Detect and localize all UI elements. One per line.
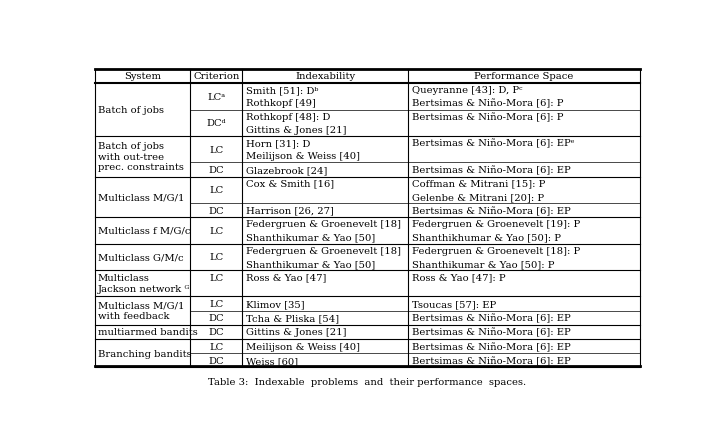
Text: Harrison [26, 27]: Harrison [26, 27] <box>245 206 333 215</box>
Text: Bertsimas & Niño-Mora [6]: EP: Bertsimas & Niño-Mora [6]: EP <box>412 356 571 365</box>
Text: Smith [51]: Dᵇ: Smith [51]: Dᵇ <box>245 86 318 95</box>
Text: Bertsimas & Niño-Mora [6]: EP: Bertsimas & Niño-Mora [6]: EP <box>412 327 571 337</box>
Text: Gelenbe & Mitrani [20]: P: Gelenbe & Mitrani [20]: P <box>412 192 543 201</box>
Text: Meilijson & Weiss [40]: Meilijson & Weiss [40] <box>245 342 359 351</box>
Text: LC: LC <box>209 273 224 282</box>
Text: Shanthikumar & Yao [50]: Shanthikumar & Yao [50] <box>245 259 375 268</box>
Text: Criterion: Criterion <box>193 72 239 81</box>
Text: Multiclass
Jackson network ᴳ: Multiclass Jackson network ᴳ <box>98 274 190 293</box>
Text: Meilijson & Weiss [40]: Meilijson & Weiss [40] <box>245 152 359 161</box>
Text: Bertsimas & Niño-Mora [6]: EP: Bertsimas & Niño-Mora [6]: EP <box>412 313 571 323</box>
Text: Ross & Yao [47]: P: Ross & Yao [47]: P <box>412 273 505 282</box>
Text: Queyranne [43]: D, Pᶜ: Queyranne [43]: D, Pᶜ <box>412 86 522 95</box>
Text: Multiclass G/M/c: Multiclass G/M/c <box>98 253 184 261</box>
Text: Shanthikumar & Yao [50]: P: Shanthikumar & Yao [50]: P <box>412 259 554 268</box>
Text: Federgruen & Groenevelt [18]: Federgruen & Groenevelt [18] <box>245 220 401 229</box>
Text: Federgruen & Groenevelt [18]: Federgruen & Groenevelt [18] <box>245 246 401 255</box>
Text: Bertsimas & Niño-Mora [6]: P: Bertsimas & Niño-Mora [6]: P <box>412 112 563 122</box>
Text: Gittins & Jones [21]: Gittins & Jones [21] <box>245 126 346 134</box>
Text: Multiclass f M/G/c: Multiclass f M/G/c <box>98 226 191 235</box>
Text: LCᵃ: LCᵃ <box>207 92 225 102</box>
Text: Batch of jobs: Batch of jobs <box>98 106 164 115</box>
Text: DCᵈ: DCᵈ <box>206 119 226 128</box>
Text: Bertsimas & Niño-Mora [6]: EP: Bertsimas & Niño-Mora [6]: EP <box>412 206 571 215</box>
Text: Rothkopf [48]: D: Rothkopf [48]: D <box>245 113 330 121</box>
Text: LC: LC <box>209 226 224 235</box>
Text: Tcha & Pliska [54]: Tcha & Pliska [54] <box>245 314 338 322</box>
Text: LC: LC <box>209 342 224 351</box>
Text: DC: DC <box>209 314 224 322</box>
Text: Table 3:  Indexable  problems  and  their performance  spaces.: Table 3: Indexable problems and their pe… <box>209 377 526 386</box>
Text: Cox & Smith [16]: Cox & Smith [16] <box>245 179 333 188</box>
Text: Ross & Yao [47]: Ross & Yao [47] <box>245 273 326 282</box>
Text: DC: DC <box>209 328 224 337</box>
Text: Bertsimas & Niño-Mora [6]: P: Bertsimas & Niño-Mora [6]: P <box>412 99 563 109</box>
Text: DC: DC <box>209 206 224 215</box>
Text: Rothkopf [49]: Rothkopf [49] <box>245 99 315 108</box>
Text: Glazebrook [24]: Glazebrook [24] <box>245 166 327 174</box>
Text: Batch of jobs
with out-tree
prec. constraints: Batch of jobs with out-tree prec. constr… <box>98 142 184 172</box>
Text: LC: LC <box>209 253 224 261</box>
Text: Bertsimas & Niño-Mora [6]: EP: Bertsimas & Niño-Mora [6]: EP <box>412 165 571 175</box>
Text: Coffman & Mitrani [15]: P: Coffman & Mitrani [15]: P <box>412 179 545 188</box>
Text: multiarmed bandits: multiarmed bandits <box>98 328 198 337</box>
Text: DC: DC <box>209 356 224 365</box>
Text: Federgruen & Groenevelt [19]: P: Federgruen & Groenevelt [19]: P <box>412 220 580 229</box>
Text: LC: LC <box>209 299 224 308</box>
Text: Performance Space: Performance Space <box>475 72 574 81</box>
Text: Bertsimas & Niño-Mora [6]: EPᵉ: Bertsimas & Niño-Mora [6]: EPᵉ <box>412 138 574 148</box>
Text: Branching bandits: Branching bandits <box>98 349 191 358</box>
Text: Multiclass M/G/1
with feedback: Multiclass M/G/1 with feedback <box>98 301 184 321</box>
Text: Bertsimas & Niño-Mora [6]: EP: Bertsimas & Niño-Mora [6]: EP <box>412 342 571 351</box>
Text: Shanthikumar & Yao [50]: Shanthikumar & Yao [50] <box>245 233 375 242</box>
Text: DC: DC <box>209 166 224 174</box>
Text: System: System <box>124 72 161 81</box>
Text: Indexability: Indexability <box>295 72 356 81</box>
Text: Federgruen & Groenevelt [18]: P: Federgruen & Groenevelt [18]: P <box>412 246 580 255</box>
Text: Multiclass M/G/1: Multiclass M/G/1 <box>98 193 184 202</box>
Text: LC: LC <box>209 145 224 154</box>
Text: Horn [31]: D: Horn [31]: D <box>245 139 310 148</box>
Text: Klimov [35]: Klimov [35] <box>245 299 304 308</box>
Text: LC: LC <box>209 186 224 195</box>
Text: Gittins & Jones [21]: Gittins & Jones [21] <box>245 328 346 337</box>
Text: Shanthikhumar & Yao [50]: P: Shanthikhumar & Yao [50]: P <box>412 233 561 242</box>
Text: Weiss [60]: Weiss [60] <box>245 356 298 365</box>
Text: Tsoucas [57]: EP: Tsoucas [57]: EP <box>412 299 496 308</box>
